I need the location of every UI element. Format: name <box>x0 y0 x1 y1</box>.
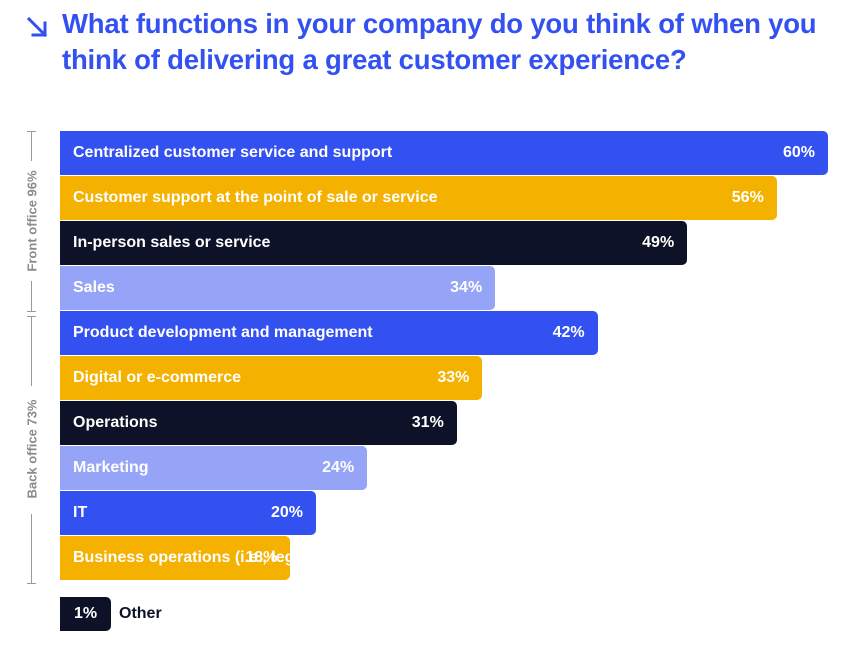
bar-value-label: 24% <box>322 459 355 476</box>
bar-value-label: 33% <box>437 369 470 386</box>
bar-value-label: 31% <box>411 414 444 431</box>
bar-centralized-customer-service-and-support: Centralized customer service and support… <box>60 131 828 175</box>
bar-category-label: In-person sales or service <box>73 234 271 251</box>
bar-category-label: Customer support at the point of sale or… <box>73 189 438 206</box>
bar-value-label: 20% <box>270 504 303 521</box>
bar-product-development-and-management: Product development and management 42% <box>60 311 598 355</box>
bar-category-label: Product development and management <box>73 324 373 341</box>
bar-value-label: 34% <box>450 279 483 296</box>
arrow-down-right-icon <box>26 16 48 38</box>
bar-business-operations-i-e-legal-finance-hr: Business operations (i.e., legal, financ… <box>60 536 410 580</box>
bar-value-label: 56% <box>731 189 764 206</box>
bar-in-person-sales-or-service: In-person sales or service 49% <box>60 221 688 265</box>
bar-customer-support-at-the-point-of-sale-or-service: Customer support at the point of sale or… <box>60 176 777 220</box>
bar-category-label: IT <box>73 504 88 521</box>
bar-digital-or-e-commerce: Digital or e-commerce 33% <box>60 356 483 400</box>
bar-category-label: Digital or e-commerce <box>73 369 242 386</box>
bar-it: IT 20% <box>60 491 316 535</box>
bar-value-label: 42% <box>552 324 585 341</box>
bar-value-label: 18% <box>245 549 278 566</box>
bar-category-label: Centralized customer service and support <box>73 144 393 161</box>
bar-category-label: Business operations (i.e., legal, financ… <box>73 549 410 566</box>
bar-operations: Operations 31% <box>60 401 457 445</box>
bar-sales: Sales 34% <box>60 266 496 310</box>
bar-category-label: Other <box>119 605 162 622</box>
bar-category-label: Operations <box>73 414 158 431</box>
back-office-group: Back office 73% <box>20 316 44 584</box>
bar-category-label: Sales <box>73 279 115 296</box>
bar-chart: Centralized customer service and support… <box>60 131 840 631</box>
bar-value-label: 60% <box>782 144 815 161</box>
chart-title: What functions in your company do you th… <box>62 8 817 75</box>
bar-marketing: Marketing 24% <box>60 446 368 490</box>
back-office-label: Back office 73% <box>24 399 40 499</box>
front-office-label: Front office 96% <box>24 170 40 272</box>
bar-category-label: Marketing <box>73 459 149 476</box>
bar-value-label: 49% <box>642 234 675 251</box>
bar-value-label: 1% <box>60 597 111 631</box>
front-office-group: Front office 96% <box>20 131 44 312</box>
